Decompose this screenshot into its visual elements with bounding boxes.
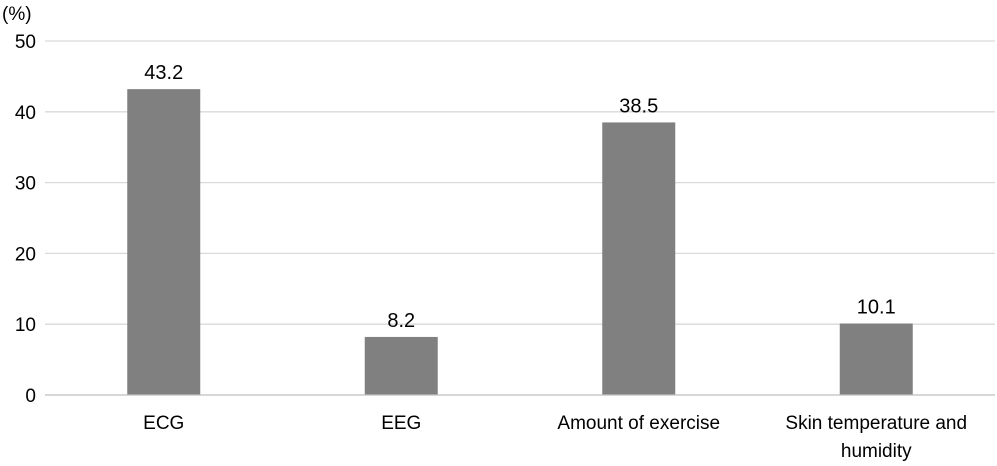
bar-3 (839, 323, 913, 395)
category-label-3: Skin temperature and (785, 413, 967, 434)
y-tick-label-10: 10 (15, 315, 36, 336)
category-label-0: ECG (143, 413, 184, 434)
data-label-2: 38.5 (619, 95, 658, 117)
bars (127, 89, 913, 396)
data-label-1: 8.2 (387, 310, 415, 332)
data-labels: 43.2 8.2 38.5 10.1 (144, 62, 895, 332)
y-tick-label-40: 40 (15, 103, 36, 124)
category-label-3-line-1: humidity (841, 441, 912, 462)
y-axis-unit-label: (%) (2, 4, 32, 25)
y-tick-label-30: 30 (15, 174, 36, 195)
gridlines (45, 40, 995, 325)
bar-0 (127, 89, 201, 396)
y-axis-tick-labels: 0 10 20 30 40 50 (15, 32, 36, 407)
bar-1 (364, 336, 438, 395)
bar-2 (602, 122, 676, 396)
data-label-3: 10.1 (857, 296, 896, 318)
category-label-1: EEG (381, 413, 421, 434)
y-tick-label-20: 20 (15, 244, 36, 265)
y-tick-label-50: 50 (15, 32, 36, 53)
data-label-0: 43.2 (144, 62, 183, 84)
y-tick-label-0: 0 (25, 386, 36, 407)
category-labels: ECG EEG Amount of exercise Skin temperature… (143, 413, 967, 462)
category-label-2: Amount of exercise (557, 413, 720, 434)
